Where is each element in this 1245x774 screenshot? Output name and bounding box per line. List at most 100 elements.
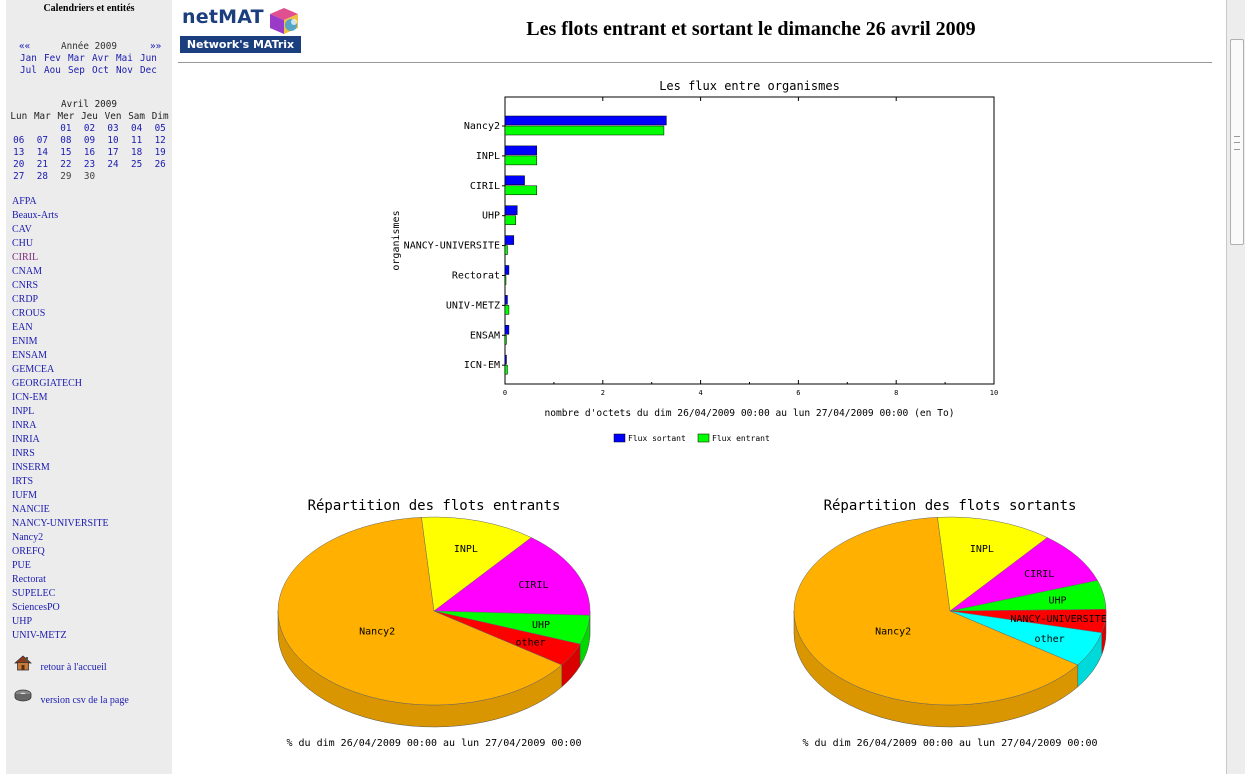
month-link[interactable]: Jan [20,53,37,64]
entity-link[interactable]: AFPA [12,196,37,207]
scrollbar-thumb[interactable] [1230,39,1244,245]
calendar-day[interactable]: 24 [107,158,119,170]
bar-sortant [504,265,510,275]
entity-link[interactable]: INPL [12,406,35,417]
month-link[interactable]: Mar [68,53,85,64]
entity-link[interactable]: CIRIL [12,252,39,263]
calendar-day[interactable]: 12 [154,134,166,146]
entity-link[interactable]: UHP [12,616,33,627]
pie-slice-label: UHP [1049,596,1067,607]
pie-x-label: % du dim 26/04/2009 00:00 au lun 27/04/2… [802,738,1097,749]
x-tick-label: 6 [796,389,800,397]
sidebar-title: Calendriers et entités [43,3,135,14]
netmat-logo[interactable]: netMAT Network's MATrix [180,6,302,54]
calendar-day[interactable]: 11 [130,134,143,146]
entity-link[interactable]: CAV [12,224,32,235]
month-link[interactable]: Jul [20,65,37,76]
pie-slice-nancy2 [277,517,563,706]
entity-link[interactable]: SciencesPO [12,602,60,613]
x-tick-label: 10 [990,389,998,397]
calendar-day[interactable]: 07 [36,134,48,146]
entity-link[interactable]: GEMCEA [12,364,55,375]
entity-link[interactable]: PUE [12,560,31,571]
calendar-day[interactable]: 08 [60,134,72,146]
month-link[interactable]: Mai [116,53,133,64]
calendar-day[interactable]: 21 [36,158,48,170]
vertical-scrollbar[interactable] [1226,0,1245,774]
month-link[interactable]: Oct [92,65,109,76]
calendar-day[interactable]: 14 [36,146,48,158]
entity-link[interactable]: Nancy2 [12,532,44,543]
month-link[interactable]: Aou [44,65,61,76]
entity-link[interactable]: INRA [12,420,37,431]
entity-link[interactable]: CNAM [12,266,43,277]
month-link[interactable]: Nov [116,65,133,76]
calendar-day[interactable]: 06 [13,134,25,146]
entity-link[interactable]: IUFM [12,490,38,501]
month-link[interactable]: Avr [92,53,109,64]
entity-link[interactable]: CNRS [12,280,39,291]
bar-entrant [504,215,517,225]
calendar-day[interactable]: 03 [107,122,119,134]
calendar-day[interactable]: 10 [107,134,119,146]
entity-link[interactable]: CRDP [12,294,39,305]
month-link[interactable]: Fev [44,53,61,64]
entity-link[interactable]: GEORGIATECH [12,378,82,389]
calendar-day[interactable]: 18 [130,146,143,158]
calendar-day[interactable]: 26 [154,158,166,170]
bar-sortant [504,295,508,305]
calendar-day[interactable]: 22 [60,158,72,170]
calendar-day[interactable]: 01 [60,122,72,134]
month-link[interactable]: Jun [140,53,157,64]
entity-link[interactable]: ENSAM [12,350,48,361]
entity-link[interactable]: CHU [12,238,34,249]
csv-link[interactable]: version csv de la page [14,688,129,706]
calendar-day[interactable]: 15 [60,146,72,158]
entity-link[interactable]: OREFQ [12,546,45,557]
entity-link[interactable]: ICN-EM [12,392,48,403]
entity-link[interactable]: INRS [12,448,35,459]
entity-link[interactable]: INRIA [12,434,40,445]
calendar-day[interactable]: 27 [13,170,25,182]
month-link[interactable]: Dec [140,65,157,76]
calendar-day[interactable]: 16 [83,146,96,158]
calendar-day[interactable]: 09 [83,134,96,146]
calendar-day[interactable]: 02 [83,122,96,134]
entity-link[interactable]: IRTS [12,476,34,487]
next-year-link[interactable]: »» [150,41,162,52]
entity-link[interactable]: NANCIE [12,504,50,515]
calendar-day[interactable]: 28 [36,170,48,182]
x-tick-label: 2 [601,389,605,397]
pie-slice-label: Nancy2 [875,627,911,638]
calendar-day[interactable]: 20 [13,158,25,170]
pie-slice-label: CIRIL [518,580,548,591]
month-calendar: Lun Mar Mer Jeu Ven Sam Dim 01 02 03 04 05 06 07 08 09… [7,110,172,182]
pie-x-label: % du dim 26/04/2009 00:00 au lun 27/04/2… [286,738,581,749]
pie-slice-other [949,610,1103,666]
month-link[interactable]: Sep [68,65,85,76]
home-link[interactable]: retour à l'accueil [14,655,107,673]
bar-sortant [504,354,507,365]
logo-badge: Network's MATrix [180,36,301,53]
calendar-day[interactable]: 04 [130,122,143,134]
calendar-day[interactable]: 23 [83,158,96,170]
entity-link[interactable]: Beaux-Arts [12,210,59,221]
category-label: UHP [482,211,500,222]
calendar-day[interactable]: 05 [154,122,166,134]
bar-chart-title: Les flux entre organismes [659,79,840,93]
sidebar: Calendriers et entités «« Année 2009 »» … [6,0,172,774]
pie-chart-flots-entrants: Répartition des flots entrants Nancy2 INPL… [277,498,591,749]
entity-link[interactable]: Rectorat [12,574,46,585]
prev-year-link[interactable]: «« [19,41,31,52]
entity-link[interactable]: INSERM [12,462,50,473]
calendar-day[interactable]: 19 [154,146,166,158]
calendar-day[interactable]: 17 [107,146,119,158]
calendar-day[interactable]: 13 [13,146,25,158]
entity-link[interactable]: UNIV-METZ [12,630,67,641]
entity-link[interactable]: CROUS [12,308,46,319]
entity-link[interactable]: EAN [12,322,33,333]
calendar-day[interactable]: 25 [130,158,143,170]
entity-link[interactable]: SUPELEC [12,588,56,599]
entity-link[interactable]: ENIM [12,336,38,347]
entity-link[interactable]: NANCY-UNIVERSITE [12,518,109,529]
